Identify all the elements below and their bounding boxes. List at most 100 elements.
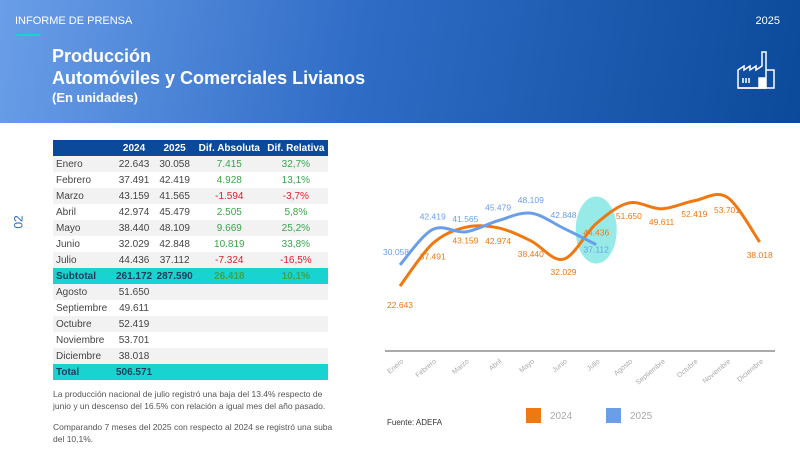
legend-swatch-2024 xyxy=(526,408,541,423)
table-cell: 32,7% xyxy=(263,156,328,172)
table-cell: Enero xyxy=(53,156,114,172)
data-label: 37.491 xyxy=(420,252,446,262)
highlight-julio xyxy=(575,196,617,264)
page-title-line2: Automóviles y Comerciales Livianos xyxy=(52,68,366,88)
table-cell: 43.159 xyxy=(113,188,155,204)
table-cell: Subtotal xyxy=(53,268,114,284)
table-cell: 10,1% xyxy=(263,268,328,284)
table-row: Junio 32.029 42.848 10.819 33,8% xyxy=(53,236,328,252)
report-year: 2025 xyxy=(755,15,780,27)
table-cell: -16,5% xyxy=(263,252,328,268)
page-subtitle: (En unidades) xyxy=(52,90,138,105)
table-cell xyxy=(154,316,195,332)
data-label: 32.029 xyxy=(551,267,577,277)
data-label: 42.848 xyxy=(551,210,577,220)
x-tick-label: Enero xyxy=(386,358,405,375)
data-label: 38.440 xyxy=(518,249,544,259)
x-tick-label: Mayo xyxy=(518,358,536,374)
data-label: 37.112 xyxy=(584,245,610,255)
x-tick-label: Marzo xyxy=(451,358,470,376)
table-cell: 42.848 xyxy=(159,238,190,250)
data-label: 22.643 xyxy=(387,300,413,310)
table-cell: 41.565 xyxy=(154,188,195,204)
data-label: 48.109 xyxy=(518,195,544,205)
table-cell: 52.419 xyxy=(113,316,155,332)
table-row: Febrero 37.491 42.419 4.928 13,1% xyxy=(53,172,328,188)
table-row: Octubre 52.419 xyxy=(53,316,328,332)
data-label: 42.419 xyxy=(420,211,446,221)
kicker-underline xyxy=(15,34,40,36)
source-note: Fuente: ADEFA xyxy=(387,418,443,427)
data-label: 52.419 xyxy=(681,209,707,219)
data-label: 51.650 xyxy=(616,211,642,221)
data-label: 43.159 xyxy=(452,235,478,245)
data-label: 53.701 xyxy=(714,205,740,215)
table-row: Abril 42.974 45.479 2.505 5,8% xyxy=(53,204,328,220)
table-row: Julio 44.436 37.112 -7.324 -16,5% xyxy=(53,252,328,268)
table-cell: 42.974 xyxy=(118,206,150,218)
table-cell: 48.109 xyxy=(154,220,195,236)
table-cell: 42.419 xyxy=(159,174,190,186)
table-cell: 287.590 xyxy=(154,268,195,284)
kicker: INFORME DE PRENSA xyxy=(15,15,133,27)
summary-text-2: Comparando 7 meses del 2025 con respecto… xyxy=(53,422,333,444)
table-cell: -3,7% xyxy=(263,188,328,204)
subtotal-row: Subtotal 261.172 287.590 26.418 10,1% xyxy=(53,268,328,284)
table-cell: 38.018 xyxy=(113,348,155,364)
table-row: Septiembre 49.611 xyxy=(53,300,328,316)
table-cell: 22.643 xyxy=(113,156,155,172)
data-label: 44.436 xyxy=(583,228,609,238)
x-tick-label: Agosto xyxy=(613,358,634,377)
table-cell xyxy=(263,364,328,380)
table-cell xyxy=(263,348,328,364)
table-cell: 53.701 xyxy=(118,334,150,346)
column-header: Dif. Absoluta xyxy=(194,140,264,156)
factory-icon xyxy=(737,51,775,89)
table-row: Marzo 43.159 41.565 -1.594 -3,7% xyxy=(53,188,328,204)
table-cell xyxy=(263,316,328,332)
legend-swatch-2025 xyxy=(606,408,621,423)
data-label: 42.974 xyxy=(485,236,511,246)
table-cell: 44.436 xyxy=(113,252,155,268)
table-row: Noviembre 53.701 xyxy=(53,332,328,348)
table-cell: 38.440 xyxy=(113,220,155,236)
table-cell xyxy=(263,284,328,300)
table-cell: 506.571 xyxy=(113,364,155,380)
legend-label-2024: 2024 xyxy=(550,411,573,422)
table-cell: Octubre xyxy=(53,316,114,332)
table-cell: 4.928 xyxy=(216,174,242,186)
series-line-2024 xyxy=(398,192,761,288)
table-cell xyxy=(154,284,195,300)
table-cell xyxy=(194,348,264,364)
table-cell: 45.479 xyxy=(159,206,190,218)
table-cell: Julio xyxy=(53,252,114,268)
x-tick-label: Diciembre xyxy=(736,358,765,384)
table-cell: Total xyxy=(53,364,114,380)
summary-text-1: La producción nacional de julio registró… xyxy=(53,389,326,411)
x-tick-label: Noviembre xyxy=(702,358,733,385)
data-label: 49.611 xyxy=(649,217,675,227)
x-tick-label: Abril xyxy=(488,358,504,373)
table-cell xyxy=(154,348,195,364)
table-cell: 30.058 xyxy=(154,156,195,172)
data-label: 41.565 xyxy=(452,214,478,224)
table-row: Mayo 38.440 48.109 9.669 25,2% xyxy=(53,220,328,236)
table-cell: 32.029 xyxy=(118,238,150,250)
table-cell: Noviembre xyxy=(56,334,105,346)
table-cell: Abril xyxy=(56,206,77,218)
table-cell: 25,2% xyxy=(263,220,328,236)
table-cell: Marzo xyxy=(53,188,114,204)
table-row: Enero 22.643 30.058 7.415 32,7% xyxy=(53,156,328,172)
table-cell: 51.650 xyxy=(113,284,155,300)
data-label: 38.018 xyxy=(747,250,773,260)
table-cell: Febrero xyxy=(56,174,92,186)
table-cell xyxy=(194,316,264,332)
column-header xyxy=(53,140,114,156)
table-row: Diciembre 38.018 xyxy=(53,348,328,364)
x-tick-label: Febrero xyxy=(415,358,438,379)
data-label: 30.058 xyxy=(383,247,409,257)
table-cell xyxy=(194,284,264,300)
header-banner: INFORME DE PRENSA 2025 Producción Automó… xyxy=(0,0,800,123)
table-cell: 13,1% xyxy=(281,174,311,186)
